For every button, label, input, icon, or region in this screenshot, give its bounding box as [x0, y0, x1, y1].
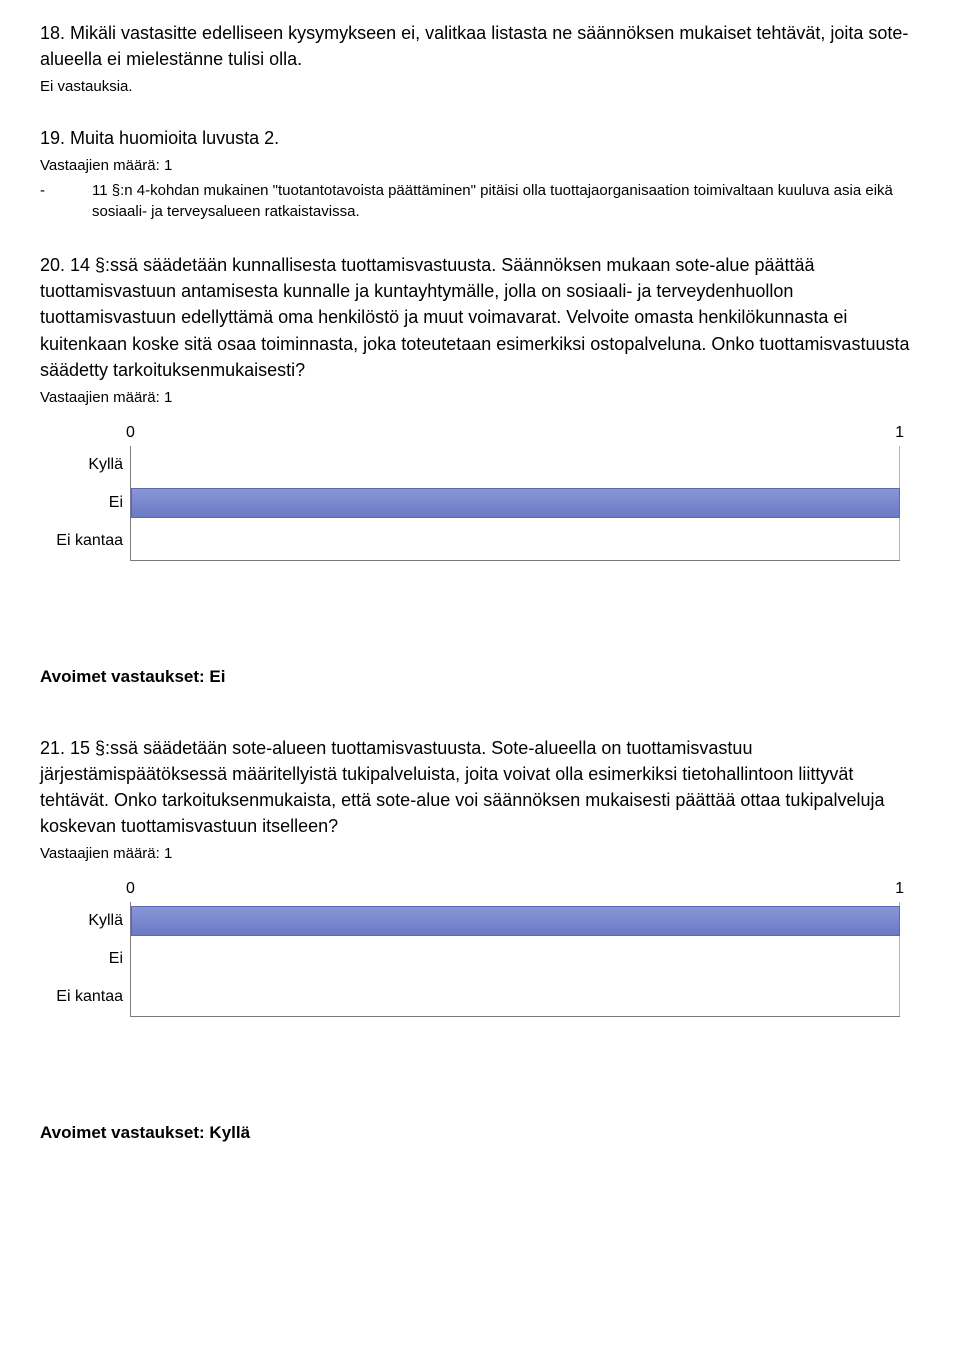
q18-no-answers: Ei vastauksia. — [40, 78, 920, 95]
chart-axis-labels: 0 1 — [130, 424, 900, 446]
q21-chart: 0 1 Kyllä Ei Ei kantaa — [40, 880, 920, 1017]
chart-bar — [131, 488, 900, 518]
q19-respondents: Vastaajien määrä: 1 — [40, 157, 920, 174]
q21-open-answers: Avoimet vastaukset: Kyllä — [40, 1123, 920, 1143]
chart-axis-labels: 0 1 — [130, 880, 900, 902]
spacer — [40, 1017, 920, 1065]
chart-row: Ei — [131, 484, 900, 522]
spacer — [40, 228, 920, 252]
chart-row: Ei — [131, 940, 900, 978]
spacer — [40, 1065, 920, 1113]
q20-respondents: Vastaajien määrä: 1 — [40, 389, 920, 406]
axis-label-max: 1 — [895, 880, 904, 898]
chart-category: Ei — [41, 950, 123, 968]
chart-category: Ei kantaa — [41, 532, 123, 550]
q21-respondents: Vastaajien määrä: 1 — [40, 845, 920, 862]
chart-row: Ei kantaa — [131, 978, 900, 1016]
axis-label-min: 0 — [126, 424, 135, 442]
bullet-text: 11 §:n 4-kohdan mukainen "tuotantotavois… — [92, 182, 893, 220]
q19-title: 19. Muita huomioita luvusta 2. — [40, 125, 920, 151]
chart-row: Ei kantaa — [131, 522, 900, 560]
q20-open-answers: Avoimet vastaukset: Ei — [40, 667, 920, 687]
chart-category: Kyllä — [41, 912, 123, 930]
q19-bullet: -11 §:n 4-kohdan mukainen "tuotantotavoi… — [40, 180, 920, 222]
q18-title: 18. Mikäli vastasitte edelliseen kysymyk… — [40, 20, 920, 72]
chart-category: Ei kantaa — [41, 988, 123, 1006]
chart-body: Kyllä Ei Ei kantaa — [130, 902, 900, 1017]
bullet-dash: - — [40, 180, 92, 201]
q20-title: 20. 14 §:ssä säädetään kunnallisesta tuo… — [40, 252, 920, 382]
spacer — [40, 101, 920, 125]
chart-row: Kyllä — [131, 446, 900, 484]
spacer — [40, 609, 920, 657]
axis-label-max: 1 — [895, 424, 904, 442]
q20-chart: 0 1 Kyllä Ei Ei kantaa — [40, 424, 920, 561]
chart-category: Kyllä — [41, 456, 123, 474]
chart-row: Kyllä — [131, 902, 900, 940]
q21-title: 21. 15 §:ssä säädetään sote-alueen tuott… — [40, 735, 920, 839]
axis-label-min: 0 — [126, 880, 135, 898]
spacer — [40, 561, 920, 609]
chart-category: Ei — [41, 494, 123, 512]
chart-body: Kyllä Ei Ei kantaa — [130, 446, 900, 561]
spacer — [40, 687, 920, 735]
chart-bar — [131, 906, 900, 936]
